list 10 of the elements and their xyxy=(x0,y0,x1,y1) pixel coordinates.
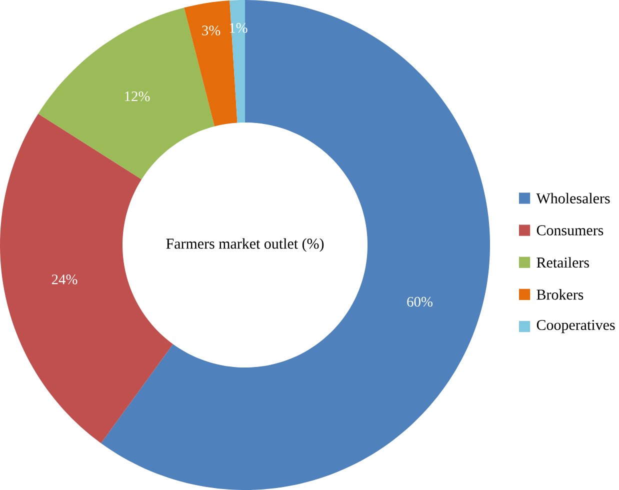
legend-label: Retailers xyxy=(536,257,589,268)
data-label: 60% xyxy=(407,296,432,307)
legend-label: Cooperatives xyxy=(536,320,615,334)
data-label: 3% xyxy=(202,26,220,36)
legend-label: Consumers xyxy=(536,225,604,236)
legend-label: Brokers xyxy=(536,289,584,300)
text: Farmers market outlet (%) xyxy=(166,238,324,252)
data-label: 24% xyxy=(52,274,78,284)
data-label: 12% xyxy=(125,91,150,102)
legend-label: Wholesalers xyxy=(536,192,610,204)
